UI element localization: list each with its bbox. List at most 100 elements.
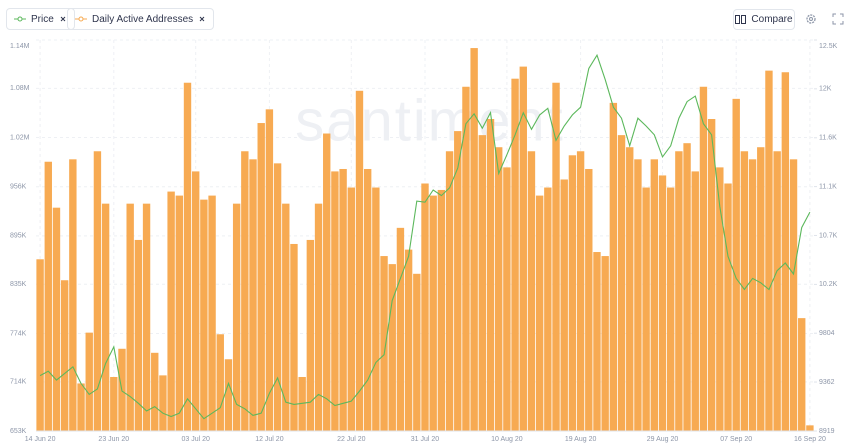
bar [404,249,413,431]
bar [454,131,462,431]
y2-tick-label: 8919 [819,428,835,435]
line-icon [75,16,87,22]
bar [110,376,118,431]
bar [257,123,265,432]
y2-tick-label: 10.2K [819,281,838,288]
x-tick-label: 07 Sep 20 [720,436,752,443]
compare-button[interactable]: Compare [733,9,795,30]
x-tick-label: 10 Aug 20 [491,436,523,443]
bar [224,359,233,431]
y2-tick-label: 9362 [819,379,835,386]
y2-tick-label: 11.6K [819,135,837,142]
bar [626,147,634,431]
bar [241,151,249,431]
x-tick-label: 31 Jul 20 [411,436,440,443]
bar [159,375,167,431]
bar [724,183,732,431]
x-tick-label: 03 Jul 20 [181,436,210,443]
bar [413,273,421,431]
bar [511,78,519,432]
bar [675,151,683,431]
bar [347,187,355,431]
bar [36,259,44,431]
bar [282,203,290,431]
bar [208,195,216,431]
bar [765,70,773,432]
bar [69,159,77,431]
bar [544,187,552,431]
price-line [39,53,811,420]
bar [183,82,192,431]
bar [568,155,577,431]
bar [732,98,740,431]
fullscreen-icon[interactable] [832,13,844,25]
bar [60,280,69,431]
close-icon[interactable] [198,15,206,23]
bar [462,86,470,432]
bar [437,189,446,431]
bar [650,159,658,431]
bar [486,119,495,431]
y-tick-label: 774K [10,330,27,337]
y-tick-label: 835K [10,281,27,288]
bar [789,159,798,431]
y2-tick-label: 9804 [819,330,835,337]
bar [331,171,339,431]
x-tick-label: 22 Jul 20 [337,436,366,443]
y2-tick-label: 10.7K [819,232,838,239]
bar [535,195,544,431]
bar [265,109,274,431]
bar [601,256,609,431]
bar [634,159,642,431]
bar [560,179,568,431]
bar [249,159,257,431]
bar [232,203,241,431]
bar [85,332,93,431]
bar [192,171,200,431]
y-tick-label: 714K [10,379,27,386]
bar [77,383,85,431]
chip-label: Price [31,13,54,25]
bar [175,195,184,431]
close-icon[interactable] [59,15,67,23]
x-tick-label: 16 Sep 20 [794,436,826,443]
x-tick-label: 12 Jul 20 [255,436,284,443]
bar [298,376,306,431]
y-tick-label: 653K [10,428,27,435]
bar [617,135,626,432]
bar [519,66,527,431]
bar [363,168,372,431]
settings-icon[interactable] [805,13,817,25]
bar [306,239,315,431]
y-tick-label: 895K [10,233,27,240]
bar [748,159,757,431]
bar [355,90,364,432]
compare-icon [735,15,747,24]
bar [806,425,814,431]
bar [585,168,593,431]
metric-chip[interactable]: Price [6,8,75,30]
x-tick-label: 23 Jun 20 [98,436,129,443]
bar [666,187,675,431]
bar [216,334,224,431]
bar [658,175,667,431]
bar [552,82,560,431]
bar [527,151,536,431]
bar [126,203,134,431]
bar [134,239,143,431]
bar [339,168,347,431]
bar [740,151,749,431]
bar [781,72,790,431]
y2-tick-label: 12K [819,86,832,93]
bar [142,203,151,431]
chip-label: Daily Active Addresses [92,13,194,25]
bar [200,199,208,431]
metric-chip[interactable]: Daily Active Addresses [67,8,215,30]
bar [757,147,765,431]
bar [576,151,585,431]
bar [683,143,691,431]
bar [495,147,503,431]
compare-label: Compare [751,14,793,25]
